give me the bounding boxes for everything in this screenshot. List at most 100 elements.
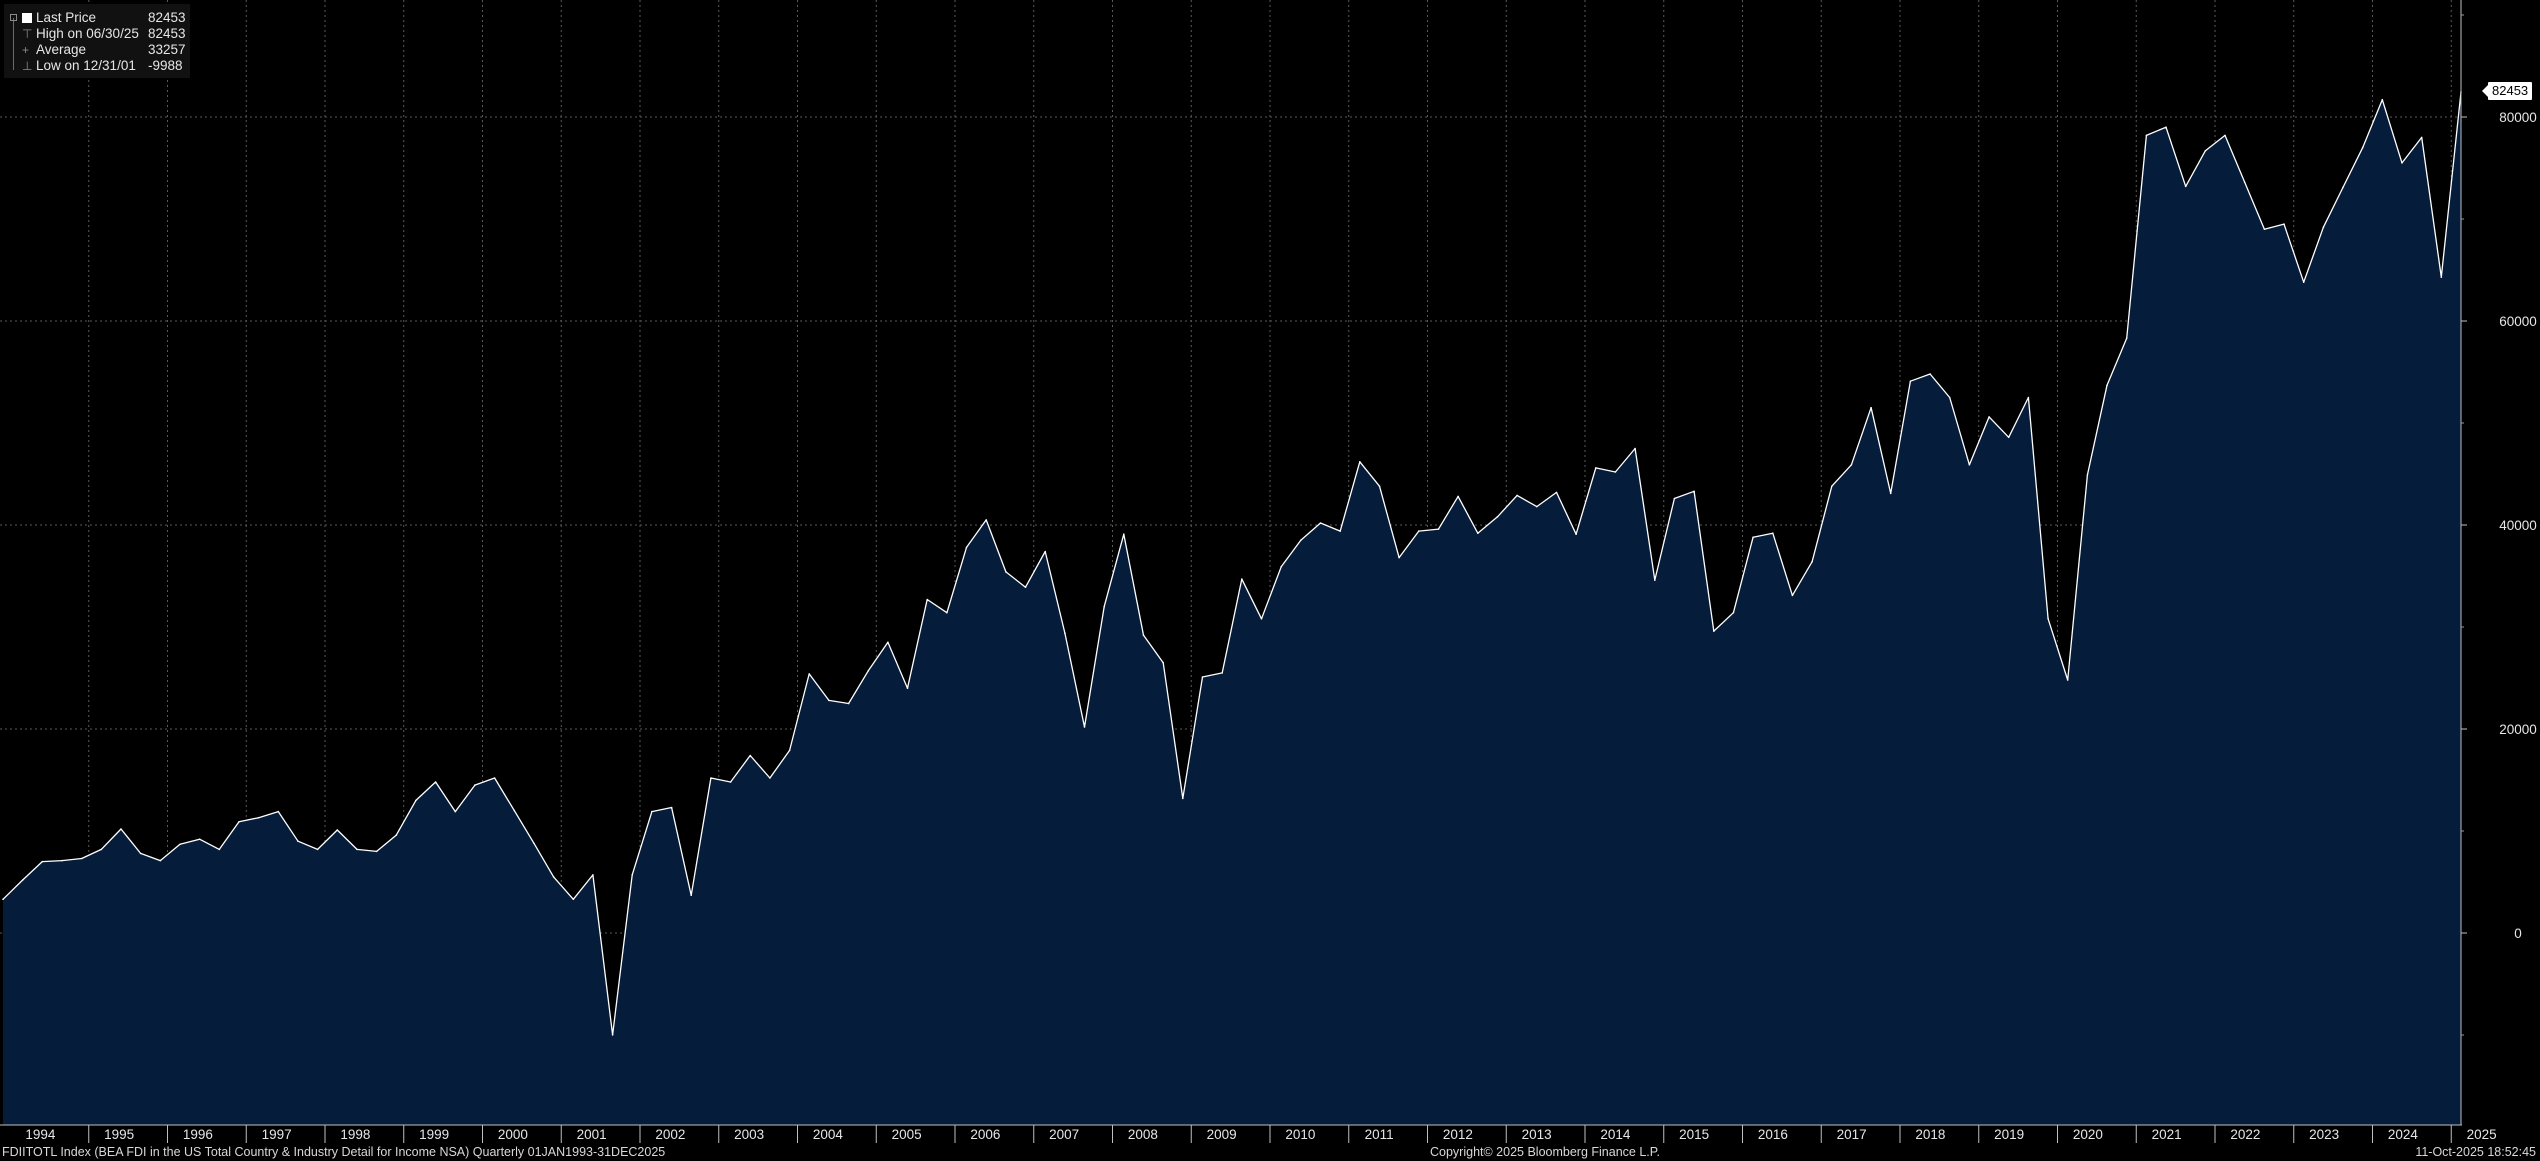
data-point — [651, 810, 653, 813]
white-square-icon — [22, 13, 32, 23]
data-point — [729, 781, 732, 783]
data-point — [946, 611, 948, 614]
data-point — [710, 777, 712, 779]
legend-label: High on 06/30/25 — [36, 26, 139, 41]
legend-value: 33257 — [148, 42, 186, 57]
data-point — [1654, 579, 1656, 581]
legend-row-high: ⊤ High on 06/30/25 82453 — [4, 26, 190, 42]
data-point — [965, 546, 968, 549]
data-point — [1123, 533, 1125, 535]
legend-row-last-price: Last Price 82453 — [4, 10, 190, 26]
data-point — [1870, 406, 1872, 409]
collapse-icon[interactable] — [10, 14, 17, 21]
data-point — [1378, 485, 1381, 488]
data-point — [375, 850, 378, 853]
data-point — [1772, 532, 1774, 534]
data-point — [592, 874, 594, 876]
data-point — [867, 670, 869, 672]
data-point — [1182, 797, 1184, 800]
data-point — [1732, 611, 1735, 614]
data-point — [179, 843, 181, 846]
data-point — [1437, 528, 1440, 530]
x-tick-label: 2020 — [2073, 1127, 2103, 1142]
data-point — [21, 879, 24, 881]
data-point — [690, 894, 692, 897]
x-tick-label: 2025 — [2467, 1127, 2497, 1142]
data-point — [611, 1034, 614, 1036]
data-point — [1752, 536, 1754, 538]
footer-copyright: Copyright© 2025 Bloomberg Finance L.P. — [1430, 1145, 1660, 1159]
data-point — [2440, 276, 2443, 278]
data-point — [1693, 490, 1695, 493]
x-tick-label: 1996 — [183, 1127, 213, 1142]
data-point — [1319, 522, 1322, 524]
x-tick-label: 2003 — [734, 1127, 764, 1142]
data-point — [1477, 532, 1479, 534]
x-tick-label: 2019 — [1994, 1127, 2024, 1142]
data-point — [1083, 726, 1086, 728]
data-point — [257, 816, 260, 819]
data-point — [1103, 605, 1105, 608]
data-point — [926, 598, 928, 601]
data-point — [1162, 661, 1164, 664]
data-point — [513, 809, 516, 812]
data-point — [218, 848, 221, 851]
x-tick-label: 2016 — [1758, 1127, 1788, 1142]
y-tick-label: 40000 — [2499, 518, 2537, 533]
data-point — [1359, 461, 1361, 463]
data-point — [120, 828, 122, 830]
data-point — [1831, 485, 1833, 488]
x-tick-label: 2000 — [498, 1127, 528, 1142]
data-point — [415, 799, 417, 802]
data-point — [198, 838, 201, 840]
data-point — [2263, 228, 2266, 230]
data-point — [1142, 634, 1145, 636]
legend-tree-line — [13, 18, 14, 70]
data-point — [1005, 571, 1007, 573]
data-point — [1968, 464, 1971, 466]
data-point — [1988, 416, 1990, 418]
data-point — [828, 699, 830, 702]
y-tick-label: 60000 — [2499, 314, 2537, 329]
data-point — [474, 784, 476, 786]
x-tick-label: 2004 — [813, 1127, 844, 1142]
data-point — [2401, 162, 2403, 164]
data-point — [1634, 447, 1636, 450]
series-line-last-price — [2, 91, 2462, 1036]
data-point — [749, 754, 751, 757]
x-tick-label: 2002 — [655, 1127, 685, 1142]
x-tick-label: 2006 — [970, 1127, 1000, 1142]
data-point — [1811, 560, 1813, 563]
x-tick-label: 1997 — [262, 1127, 292, 1142]
data-point — [238, 821, 240, 823]
data-point — [670, 806, 673, 809]
data-point — [2224, 134, 2226, 137]
data-point — [769, 777, 771, 779]
x-tick-label: 1999 — [419, 1127, 449, 1142]
data-point — [80, 857, 83, 860]
data-point — [1536, 505, 1538, 508]
data-point — [2361, 146, 2364, 149]
x-tick-label: 2017 — [1837, 1127, 1867, 1142]
x-tick-label: 2022 — [2230, 1127, 2260, 1142]
data-point — [395, 834, 398, 836]
data-point — [1555, 491, 1558, 494]
footer-timestamp: 11-Oct-2025 18:52:45 — [2415, 1145, 2536, 1159]
data-point — [139, 852, 142, 855]
data-point — [808, 673, 810, 675]
data-point — [297, 840, 299, 842]
x-tick-label: 2014 — [1600, 1127, 1631, 1142]
y-tick-label: 20000 — [2499, 722, 2537, 737]
legend-label: Low on 12/31/01 — [36, 58, 136, 73]
data-point — [1260, 618, 1263, 620]
x-tick-label: 2008 — [1128, 1127, 1158, 1142]
data-point — [1300, 539, 1302, 542]
data-point — [2420, 136, 2423, 139]
legend: Last Price 82453 ⊤ High on 06/30/25 8245… — [4, 4, 190, 78]
data-point — [1398, 556, 1400, 559]
footer-ticker-description: FDIITOTL Index (BEA FDI in the US Total … — [2, 1145, 666, 1159]
data-point — [2086, 474, 2089, 476]
data-point — [2106, 384, 2108, 387]
data-point — [533, 842, 535, 844]
data-point — [1575, 533, 1577, 535]
